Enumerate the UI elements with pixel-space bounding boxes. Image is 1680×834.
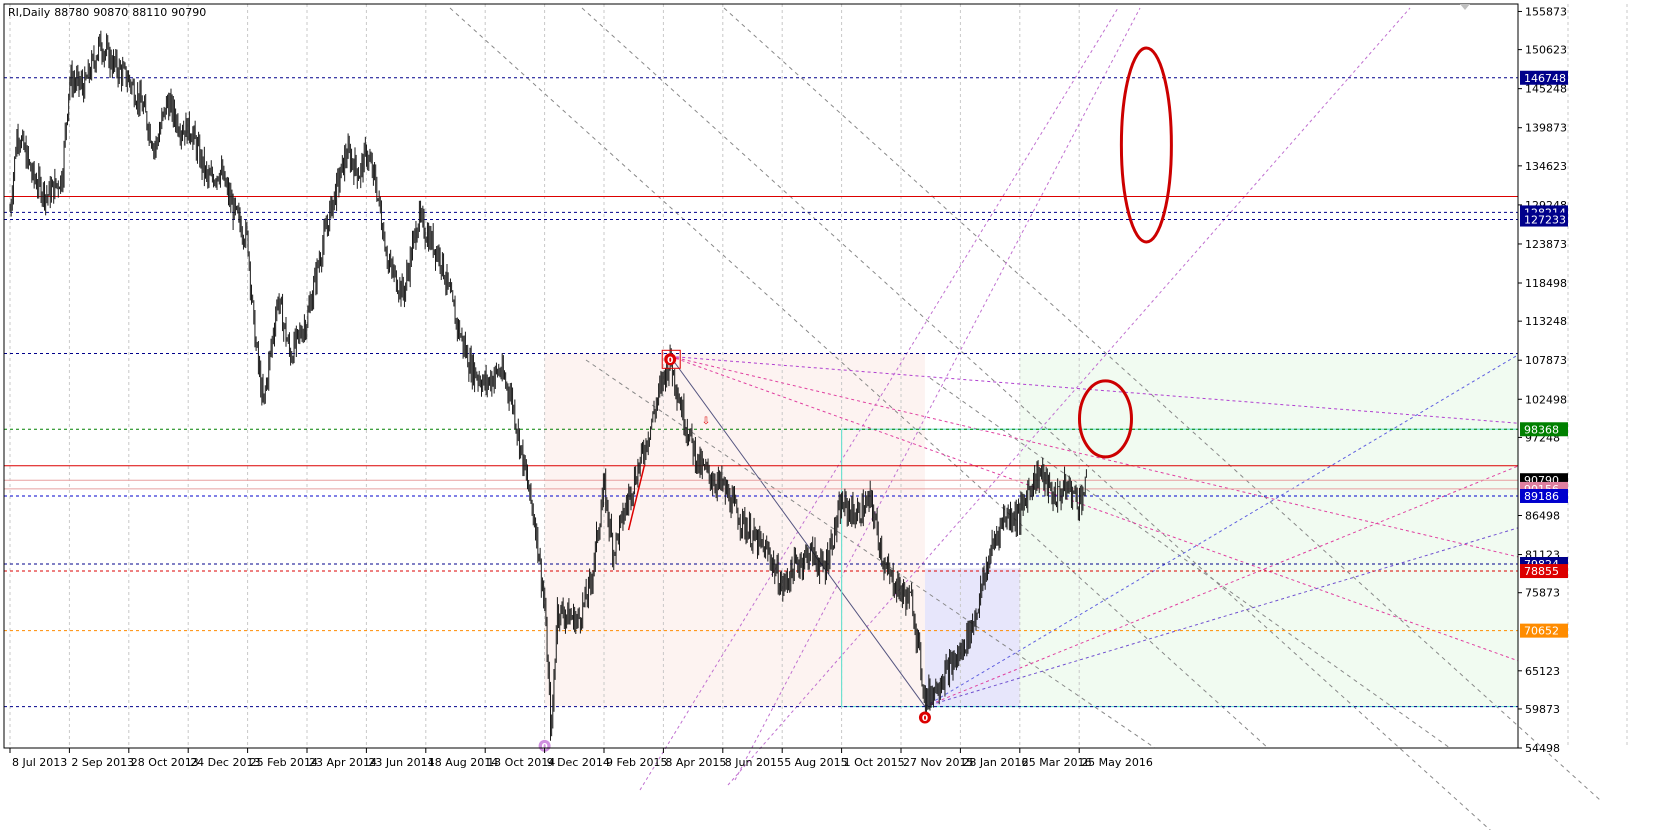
trendline-gray — [723, 7, 1601, 801]
y-tick-label: 150623 — [1525, 44, 1567, 57]
y-tick-label: 54498 — [1525, 742, 1560, 755]
level-tag — [1520, 564, 1568, 579]
x-tick-label: 13 Oct 2014 — [487, 756, 555, 769]
y-tick-label: 123873 — [1525, 238, 1567, 251]
y-tick-label: 75873 — [1525, 587, 1560, 600]
level-tag — [1520, 623, 1568, 638]
ohlc-open: 88780 — [54, 6, 90, 19]
y-tick-label: 86498 — [1525, 510, 1560, 523]
pivot-marker-label: 0 — [922, 714, 928, 724]
level-tag — [1520, 70, 1568, 85]
fan-line-blue — [924, 354, 1519, 708]
y-tick-label: 102498 — [1525, 393, 1567, 406]
y-tick-label: 65123 — [1525, 665, 1560, 678]
x-tick-label: 28 Oct 2013 — [131, 756, 199, 769]
y-tick-label: 139873 — [1525, 122, 1567, 135]
x-tick-label: 1 Oct 2015 — [844, 756, 905, 769]
ohlc-low: 88110 — [132, 6, 168, 19]
frame-layer — [3, 3, 1519, 749]
level-tag-label: 127233 — [1524, 214, 1566, 227]
trendline-gray — [581, 7, 1496, 834]
fan-line-magenta — [670, 355, 1519, 662]
x-tick-label: 27 Nov 2015 — [903, 756, 973, 769]
x-tick-label: 25 Feb 2014 — [250, 756, 318, 769]
x-tick-label: 25 May 2016 — [1081, 756, 1153, 769]
trendline-gray — [585, 359, 1156, 749]
trendline-violet — [727, 7, 1411, 786]
level-tag-label: 146748 — [1524, 72, 1566, 85]
pivot-marker — [538, 739, 551, 752]
red-swing-line — [627, 464, 646, 531]
fan-line-blueviolet — [924, 527, 1519, 708]
y-tick-label: 134623 — [1525, 160, 1567, 173]
x-tick-label: 9 Feb 2015 — [606, 756, 667, 769]
x-tick-label: 25 Mar 2016 — [1022, 756, 1092, 769]
trendline-violet — [734, 7, 1141, 781]
pivot-marker — [918, 711, 931, 724]
trendlines-layer — [449, 7, 1601, 834]
y-tick-label: 113248 — [1525, 315, 1567, 328]
down-arrow-icon: ⇩ — [702, 416, 710, 427]
y-tick-label: 155873 — [1525, 5, 1567, 18]
x-tick-label: 28 Jan 2016 — [962, 756, 1028, 769]
level-tag-label: 98368 — [1524, 423, 1559, 436]
level-tags-layer: 1467481282141272339836890790901568918679… — [1520, 70, 1568, 638]
fan-line-magenta — [670, 355, 1519, 558]
x-tick-label: 5 Aug 2015 — [784, 756, 847, 769]
x-tick-label: 24 Dec 2013 — [190, 756, 260, 769]
fan-line-magenta — [924, 465, 1519, 708]
trendline-violet — [639, 7, 1119, 791]
ohlc-close: 90790 — [171, 6, 207, 19]
pivot-marker-label: 0 — [541, 742, 547, 752]
x-tick-label: 8 Jul 2013 — [12, 756, 67, 769]
price-bars-layer — [9, 30, 1087, 741]
pivot-marker-label: 0 — [667, 356, 673, 366]
fan-line-slate — [669, 356, 926, 707]
level-tag-label: 89186 — [1524, 490, 1559, 503]
level-tag — [1520, 422, 1568, 437]
ohlc-high: 90870 — [93, 6, 129, 19]
markers-layer: 0 0 0 ⇩ — [538, 46, 1173, 752]
level-tag-label: 78855 — [1524, 565, 1559, 578]
highlight-ellipse — [1119, 46, 1173, 244]
x-tick-label: 8 Apr 2015 — [665, 756, 726, 769]
fan-line-violet — [670, 355, 1519, 424]
symbol-timeframe: RI,Daily — [8, 6, 51, 19]
scroll-marker-icon — [1460, 4, 1470, 10]
x-tick-label: 23 Apr 2014 — [309, 756, 377, 769]
y-tick-label: 59873 — [1525, 703, 1560, 716]
x-tick-label: 23 Jun 2014 — [368, 756, 434, 769]
level-tag — [1520, 488, 1568, 503]
levels-layer — [4, 77, 1518, 708]
y-tick-label: 107873 — [1525, 354, 1567, 367]
x-tick-label: 18 Aug 2014 — [428, 756, 498, 769]
price-axis: 1558731506231452481398731346231292481238… — [1518, 5, 1567, 755]
y-tick-label: 145248 — [1525, 83, 1567, 96]
pivot-box — [661, 349, 681, 369]
mint-zone — [1019, 353, 1518, 707]
x-tick-label: 9 Dec 2014 — [547, 756, 610, 769]
pink-zone — [544, 353, 925, 707]
y-tick-label: 118498 — [1525, 277, 1567, 290]
chart-title: RI,Daily 88780 90870 88110 90790 — [8, 6, 210, 19]
level-tag-label: 70652 — [1524, 625, 1559, 638]
trendline-gray — [929, 377, 1451, 749]
x-tick-label: 8 Jun 2015 — [725, 756, 784, 769]
highlight-ellipse — [1077, 379, 1133, 459]
plot-frame — [3, 3, 1519, 749]
level-tag — [1520, 212, 1568, 227]
pivot-marker — [664, 353, 677, 366]
x-tick-label: 2 Sep 2013 — [71, 756, 134, 769]
zones-layer — [544, 353, 1518, 707]
